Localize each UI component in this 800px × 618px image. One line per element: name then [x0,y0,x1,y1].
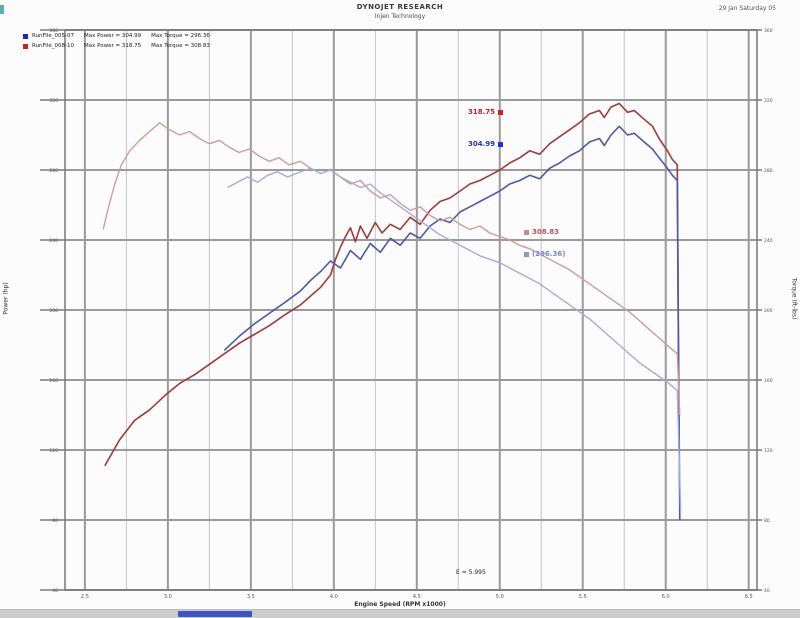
legend-max-torque-red: Max Torque = 308.83 [151,43,210,49]
taskbar-item[interactable] [178,611,252,617]
curve-power-red [104,102,680,467]
power-peak-label-blue: 304.99 [468,140,504,148]
plot-frame [64,29,758,591]
report-title: DYNOJET RESEARCH [356,3,444,11]
y-tick-label-right: 160 [764,378,773,384]
y-axis-label-torque: Torque (ft-lbs) [790,277,798,320]
y-tick-label-right: 320 [764,98,773,104]
y-tick-label-right: 240 [764,238,773,244]
report-date: 29 Jan Saturday 05 [718,5,776,12]
y-tick-label-right: 120 [764,448,773,454]
power-peak-label-red: 318.75 [468,108,504,116]
y-tick-label-left: 280 [49,168,58,174]
torque-value-label-blue-text: (296.36) [532,250,566,258]
y-tick-label-right: 280 [764,168,773,174]
report-subtitle: Injen Technology [374,13,426,20]
legend-marker-red [23,43,28,49]
taskbar [0,609,800,618]
x-tick-label: 5.0 [496,594,504,600]
y-tick-label-left: 160 [49,378,58,384]
curve-torque-blue [227,167,682,512]
torque-value-label-blue-marker [524,251,529,257]
x-tick-label: 4.5 [413,594,421,600]
x-tick-label: 4.0 [330,594,338,600]
legend-max-power-red: Max Power = 318.75 [83,43,142,49]
legend-row-blue: RunFile_005-07 Max Power = 304.99 Max To… [23,31,220,41]
legend-row-red: RunFile_008-10 Max Power = 318.75 Max To… [23,41,220,51]
y-tick-label-right: 200 [764,308,773,314]
legend-max-torque-blue: Max Torque = 296.36 [151,33,210,39]
power-peak-label-blue-marker [498,141,504,147]
x-axis-label: Engine Speed (RPM x1000) [354,601,446,608]
y-tick-label-left: 40 [52,588,58,594]
y-tick-label-right: 80 [764,518,770,524]
y-tick-label-right: 40 [764,588,770,594]
y-tick-label-left: 360 [49,28,58,34]
screen-artifact [0,5,4,14]
x-tick-label: 2.5 [81,594,89,600]
curve-power-blue [223,125,681,521]
chart-legend: RunFile_005-07 Max Power = 304.99 Max To… [23,31,220,51]
power-peak-label-blue-text: 304.99 [468,140,496,148]
y-tick-label-left: 80 [52,518,58,524]
legend-max-power-blue: Max Power = 304.99 [83,33,142,39]
torque-value-label-blue: (296.36) [524,250,565,258]
y-tick-label-right: 360 [764,28,773,34]
torque-value-label-red: 308.83 [524,228,559,236]
power-peak-label-red-marker [498,109,504,115]
x-tick-label: 6.0 [662,594,670,600]
legend-runfile-red: RunFile_008-10 [32,43,74,49]
run-time-annotation: E = 5.995 [456,569,486,576]
y-tick-label-left: 120 [49,448,58,454]
x-tick-label: 3.0 [164,594,172,600]
torque-value-label-red-text: 308.83 [532,228,560,236]
curve-torque-red [102,122,681,416]
power-peak-label-red-text: 318.75 [468,108,496,116]
y-tick-label-left: 240 [49,238,58,244]
x-tick-label: 5.5 [579,594,587,600]
legend-marker-blue [23,33,28,39]
x-tick-label: 6.5 [745,594,753,600]
torque-value-label-red-marker [524,229,529,235]
y-axis-label-power: Power (hp) [2,282,10,315]
y-tick-label-left: 320 [49,98,58,104]
legend-runfile-blue: RunFile_005-07 [32,33,74,39]
x-tick-label: 3.5 [247,594,255,600]
y-tick-label-left: 200 [49,308,58,314]
